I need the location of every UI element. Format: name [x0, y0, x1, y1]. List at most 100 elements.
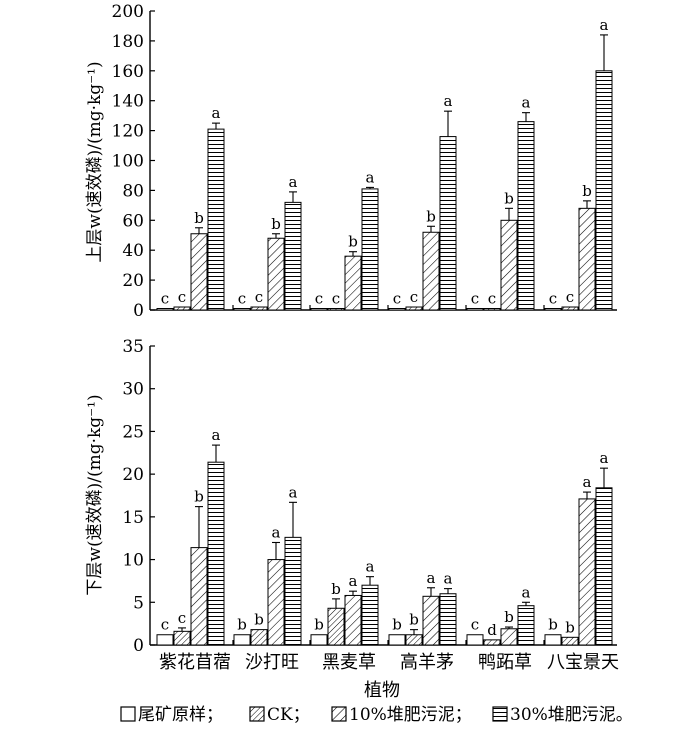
bottom-significance-letter: c	[178, 609, 186, 627]
top-bar	[310, 308, 328, 311]
top-y-tick-label: 40	[122, 241, 144, 261]
legend-swatch-10pct	[331, 706, 347, 722]
bottom-y-tick-label: 5	[133, 593, 144, 613]
bottom-significance-letter: b	[237, 616, 247, 634]
bottom-significance-letter: a	[600, 449, 609, 467]
bottom-y-tick-label: 20	[122, 465, 144, 485]
top-bar	[190, 233, 208, 311]
legend-label-ck: CK；	[267, 705, 310, 725]
bottom-significance-letter: a	[349, 572, 358, 590]
bottom-bar	[207, 461, 225, 646]
bottom-significance-letter: a	[427, 569, 436, 587]
category-label: 黑麦草	[322, 652, 376, 673]
top-significance-letter: c	[471, 290, 479, 308]
top-bar	[284, 201, 302, 311]
legend-label-10pct: 10%堆肥污泥；	[349, 705, 472, 725]
top-y-tick-label: 0	[133, 301, 144, 321]
category-label: 鸭跖草	[478, 652, 532, 673]
top-significance-letter: a	[212, 104, 221, 122]
bottom-y-tick-label: 15	[122, 508, 144, 528]
bottom-bar	[500, 628, 518, 646]
top-bar	[544, 308, 562, 311]
top-significance-letter: c	[332, 290, 340, 308]
top-bar	[439, 136, 457, 311]
bottom-significance-letter: b	[548, 616, 558, 634]
bottom-bar	[388, 634, 406, 646]
bottom-bar	[344, 594, 362, 646]
legend-label-30pct: 30%堆肥污泥。	[510, 705, 633, 725]
bottom-bar	[483, 639, 501, 646]
bottom-significance-letter: b	[194, 488, 204, 506]
top-y-tick-label: 20	[122, 271, 144, 291]
bottom-bar	[361, 584, 379, 646]
bottom-bar	[173, 630, 191, 646]
top-significance-letter: c	[315, 290, 323, 308]
top-y-tick-label: 160	[112, 62, 144, 82]
top-bar	[388, 308, 406, 311]
top-significance-letter: a	[522, 94, 531, 112]
bottom-significance-letter: a	[212, 426, 221, 444]
top-bar	[500, 219, 518, 311]
bottom-y-tick-label: 10	[122, 551, 144, 571]
top-significance-letter: b	[194, 209, 204, 227]
top-significance-letter: c	[255, 288, 263, 306]
top-bar	[233, 308, 251, 311]
top-bar	[422, 231, 440, 311]
bottom-bar	[156, 634, 174, 646]
top-significance-letter: b	[348, 233, 358, 251]
top-y-axis-label: 上层w(速效磷)/(mg·kg⁻¹)	[85, 61, 105, 262]
top-bar	[561, 306, 579, 311]
bottom-bar	[466, 634, 484, 646]
top-significance-letter: a	[444, 92, 453, 110]
top-significance-letter: c	[566, 288, 574, 306]
top-bar	[595, 70, 613, 311]
top-significance-letter: c	[238, 290, 246, 308]
bottom-bar	[422, 595, 440, 646]
bottom-y-tick-label: 25	[122, 422, 144, 442]
bottom-bar	[595, 487, 613, 646]
top-y-tick-label: 120	[112, 122, 144, 142]
bottom-significance-letter: b	[254, 611, 264, 629]
bottom-bar	[250, 629, 268, 646]
bottom-bar	[578, 498, 596, 646]
category-label: 八宝景天	[547, 652, 619, 673]
top-bar	[344, 255, 362, 311]
top-y-tick-label: 140	[112, 92, 144, 112]
bottom-significance-letter: b	[392, 616, 402, 634]
bottom-y-tick-label: 30	[122, 380, 144, 400]
bottom-bar	[561, 636, 579, 646]
bottom-significance-letter: a	[272, 523, 281, 541]
bottom-significance-letter: a	[366, 558, 375, 576]
top-y-tick-label: 200	[112, 2, 144, 22]
bottom-bar	[310, 634, 328, 646]
top-bar	[405, 306, 423, 311]
bottom-significance-letter: a	[289, 483, 298, 501]
top-significance-letter: c	[410, 288, 418, 306]
top-bar	[156, 308, 174, 311]
top-bar	[361, 188, 379, 311]
bottom-significance-letter: c	[471, 616, 479, 634]
top-bar	[466, 308, 484, 311]
legend-swatch-ck	[249, 706, 265, 722]
bottom-bar	[405, 634, 423, 646]
top-significance-letter: a	[600, 16, 609, 34]
top-bar	[483, 308, 501, 311]
bottom-bar	[267, 559, 285, 646]
top-y-tick-label: 100	[112, 152, 144, 172]
top-significance-letter: b	[426, 207, 436, 225]
bottom-y-tick-label: 35	[122, 337, 144, 357]
bottom-significance-letter: b	[409, 611, 419, 629]
top-significance-letter: b	[271, 215, 281, 233]
bottom-significance-letter: c	[161, 616, 169, 634]
bottom-significance-letter: a	[444, 570, 453, 588]
top-bar	[207, 128, 225, 311]
top-significance-letter: c	[393, 290, 401, 308]
top-bar	[267, 237, 285, 311]
bottom-bar	[327, 607, 345, 646]
top-y-tick-label: 60	[122, 211, 144, 231]
bottom-bar	[544, 634, 562, 646]
top-significance-letter: c	[488, 290, 496, 308]
bottom-bar	[190, 547, 208, 646]
top-significance-letter: b	[582, 182, 592, 200]
